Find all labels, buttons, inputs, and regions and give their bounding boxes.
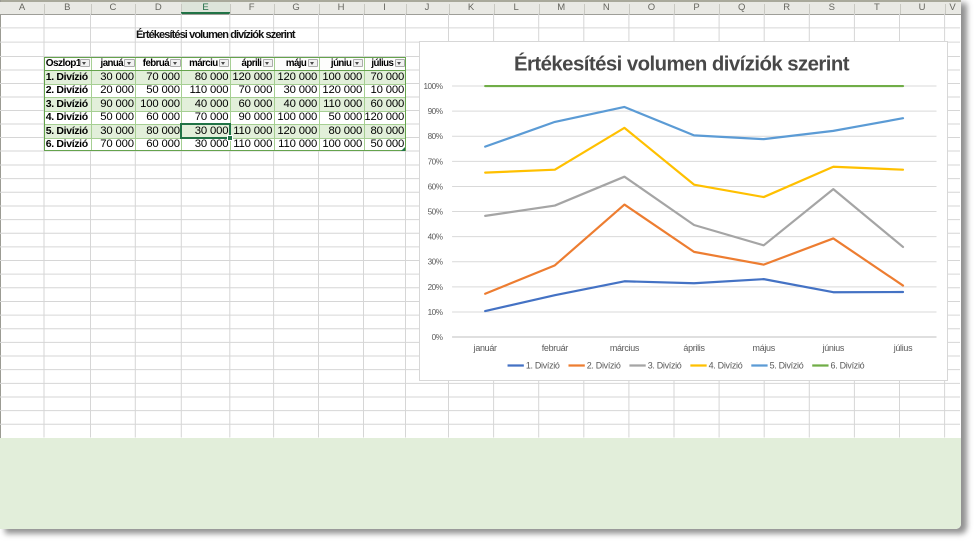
svg-text:június: június [822,343,845,353]
svg-text:március: március [610,343,640,353]
svg-text:április: április [683,343,705,353]
svg-text:2. Divízió: 2. Divízió [587,361,621,371]
svg-text:6. Divízió: 6. Divízió [831,361,865,371]
svg-text:30%: 30% [428,258,443,267]
svg-text:50%: 50% [428,208,443,217]
svg-text:90%: 90% [428,107,443,116]
svg-text:10%: 10% [428,308,443,317]
svg-text:1. Divízió: 1. Divízió [526,361,560,371]
svg-text:0%: 0% [432,333,443,342]
svg-text:40%: 40% [428,233,443,242]
svg-text:4. Divízió: 4. Divízió [709,361,743,371]
svg-text:3. Divízió: 3. Divízió [648,361,682,371]
svg-text:20%: 20% [428,283,443,292]
svg-text:január: január [473,343,497,353]
svg-text:60%: 60% [428,182,443,191]
svg-text:70%: 70% [428,157,443,166]
svg-text:100%: 100% [423,82,442,91]
svg-text:július: július [893,343,913,353]
svg-text:február: február [542,343,569,353]
svg-text:80%: 80% [428,132,443,141]
svg-text:május: május [753,343,776,353]
svg-text:Értékesítési volumen divíziók: Értékesítési volumen divíziók szerint [514,52,850,75]
svg-text:5. Divízió: 5. Divízió [770,361,804,371]
